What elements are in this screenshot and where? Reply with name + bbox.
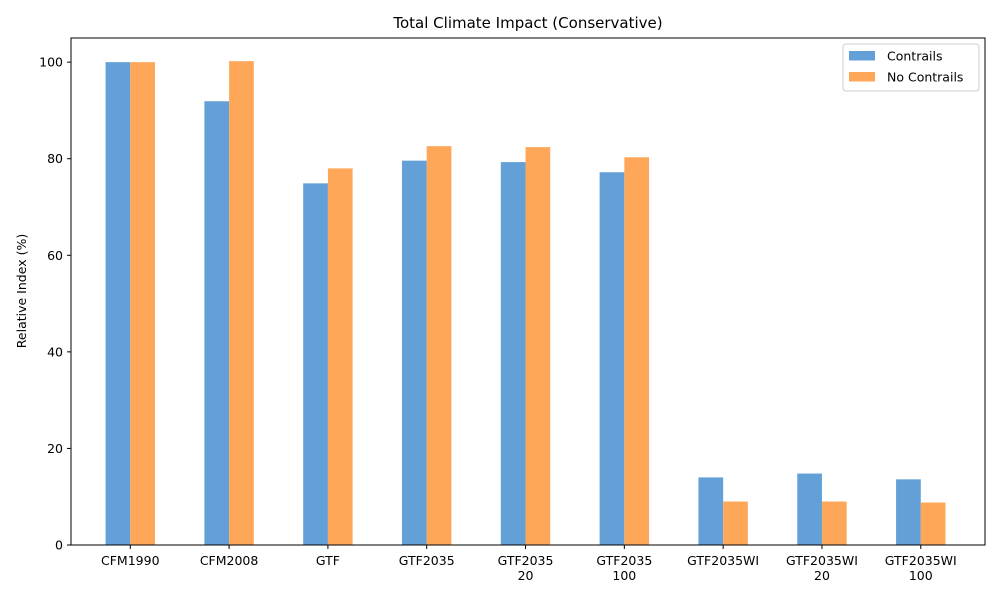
- x-tick-label: CFM1990: [101, 553, 160, 568]
- y-tick-label: 0: [55, 538, 63, 553]
- legend-swatch-contrails: [849, 51, 875, 61]
- bar-contrails-2: [303, 183, 328, 545]
- bar-contrails-7: [797, 473, 822, 545]
- x-tick-label: GTF2035WI 100: [885, 553, 957, 583]
- x-tick-label: GTF2035: [399, 553, 455, 568]
- y-axis-label: Relative Index (%): [14, 234, 29, 348]
- legend-swatch-no-contrails: [849, 72, 875, 82]
- bar-no-contrails-1: [229, 61, 254, 545]
- bar-no-contrails-5: [624, 157, 650, 545]
- legend-frame: [842, 43, 980, 92]
- bar-no-contrails-8: [920, 502, 946, 545]
- bar-no-contrails-7: [821, 501, 847, 545]
- bar-no-contrails-3: [426, 146, 452, 545]
- y-tick-label: 80: [47, 151, 63, 166]
- y-tick-label: 20: [47, 441, 63, 456]
- bar-contrails-3: [402, 160, 427, 545]
- bar-no-contrails-2: [327, 168, 353, 545]
- bar-no-contrails-0: [130, 62, 155, 546]
- legend-label-no-contrails: No Contrails: [887, 70, 963, 85]
- axes-layer: 0 20 40 60 80 100 CFM1990 CFM2008 GTF GTF2035 GTF2…: [39, 37, 986, 583]
- legend-label-contrails: Contrails: [887, 49, 942, 64]
- x-tick-label: GTF2035WI: [687, 553, 759, 568]
- legend: Contrails No Contrails: [842, 43, 980, 92]
- bar-contrails-1: [204, 101, 230, 546]
- x-tick-label: GTF2035WI 20: [786, 553, 858, 583]
- bar-contrails-5: [599, 172, 625, 545]
- bar-contrails-4: [500, 162, 526, 545]
- x-tick-label: GTF2035 100: [596, 553, 652, 583]
- bar-no-contrails-4: [525, 147, 551, 545]
- bar-contrails-8: [896, 479, 921, 545]
- y-tick-label: 60: [47, 248, 63, 263]
- y-tick-label: 40: [47, 344, 63, 359]
- bar-contrails-6: [698, 477, 724, 545]
- y-tick-label: 100: [39, 55, 63, 70]
- chart-title: Total Climate Impact (Conservative): [392, 14, 662, 32]
- x-tick-label: GTF: [316, 553, 340, 568]
- plot-frame: [70, 37, 986, 546]
- bar-no-contrails-6: [723, 501, 748, 545]
- x-tick-label: CFM2008: [200, 553, 259, 568]
- bars-layer: [105, 61, 946, 546]
- x-tick-label: GTF2035 20: [498, 553, 554, 583]
- bar-contrails-0: [105, 62, 131, 546]
